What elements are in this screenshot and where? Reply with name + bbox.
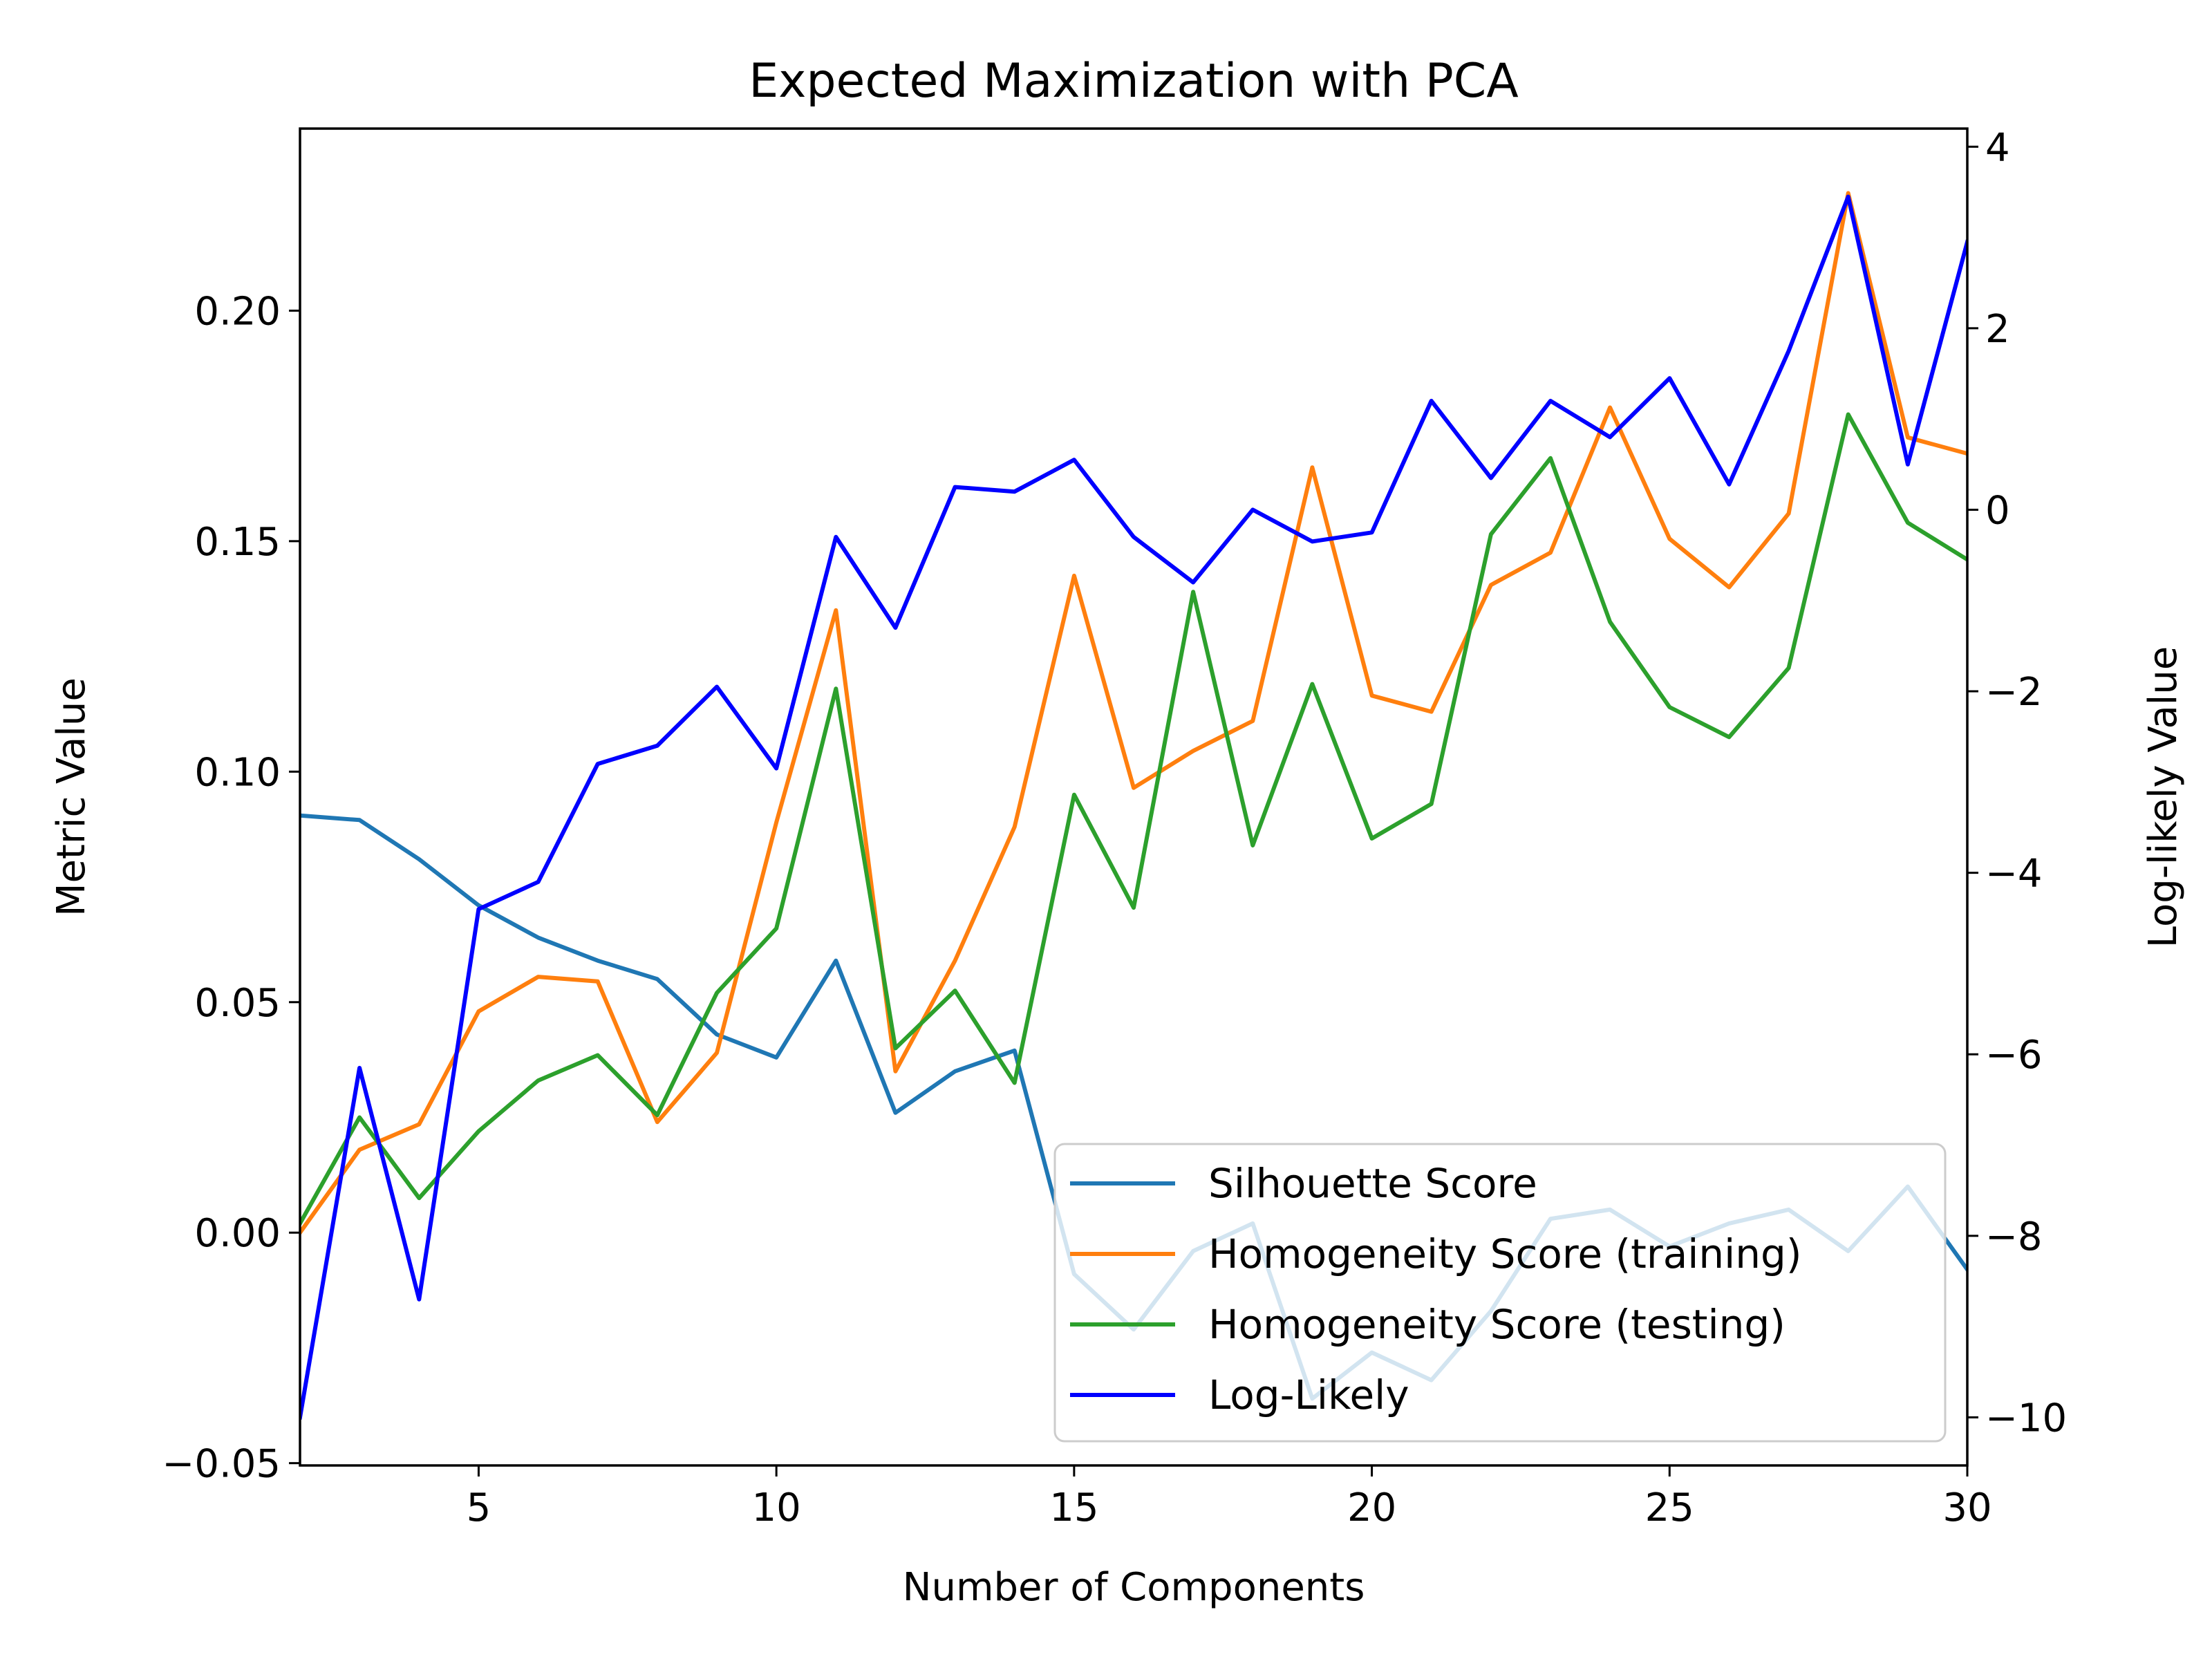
y-tick-label: 0.10: [194, 750, 281, 795]
x-tick-label: 20: [1347, 1485, 1396, 1530]
legend-label: Homogeneity Score (training): [1208, 1230, 1801, 1277]
y-tick-label: 0.05: [194, 981, 281, 1026]
legend-label: Homogeneity Score (testing): [1208, 1301, 1785, 1348]
x-axis-label: Number of Components: [903, 1565, 1365, 1610]
y-tick-label: 0.00: [194, 1211, 281, 1256]
legend-label: Silhouette Score: [1208, 1160, 1537, 1207]
y-tick-label: 0.20: [194, 289, 281, 334]
y2-tick-label: −4: [1985, 852, 2043, 897]
series-line-3: [300, 194, 1967, 1420]
y2-tick-label: −2: [1985, 670, 2043, 715]
y2-tick-label: −6: [1985, 1033, 2043, 1078]
legend: Silhouette Score Homogeneity Score (train…: [1053, 1143, 1947, 1443]
y-tick-label: −0.05: [162, 1442, 281, 1487]
y2-tick-label: 2: [1985, 307, 2010, 352]
y2-tick-label: −8: [1985, 1215, 2043, 1259]
x-tick-label: 25: [1645, 1485, 1694, 1530]
x-tick-label: 15: [1049, 1485, 1098, 1530]
plot-frame: [299, 127, 1969, 1467]
legend-label: Log-Likely: [1208, 1371, 1409, 1418]
y2-tick-label: −10: [1985, 1396, 2067, 1441]
y2-tick-label: 4: [1985, 125, 2010, 170]
x-tick-label: 10: [752, 1485, 801, 1530]
y-axis-label: Metric Value: [49, 677, 94, 917]
chart-title: Expected Maximization with PCA: [749, 54, 1519, 109]
series-line-2: [300, 412, 1967, 1226]
x-tick-label: 30: [1942, 1485, 1991, 1530]
series-line-1: [300, 191, 1967, 1236]
y2-tick-label: 0: [1985, 488, 2010, 533]
y-tick-label: 0.15: [194, 520, 281, 565]
legend-box: [1053, 1143, 1947, 1443]
ticks-layer: 5 10 15 20 25 30−0.050.000.050.100.150.20−10−…: [162, 125, 2067, 1530]
y2-axis-label: Log-likely Value: [2141, 646, 2186, 948]
x-tick-label: 5: [467, 1485, 491, 1530]
